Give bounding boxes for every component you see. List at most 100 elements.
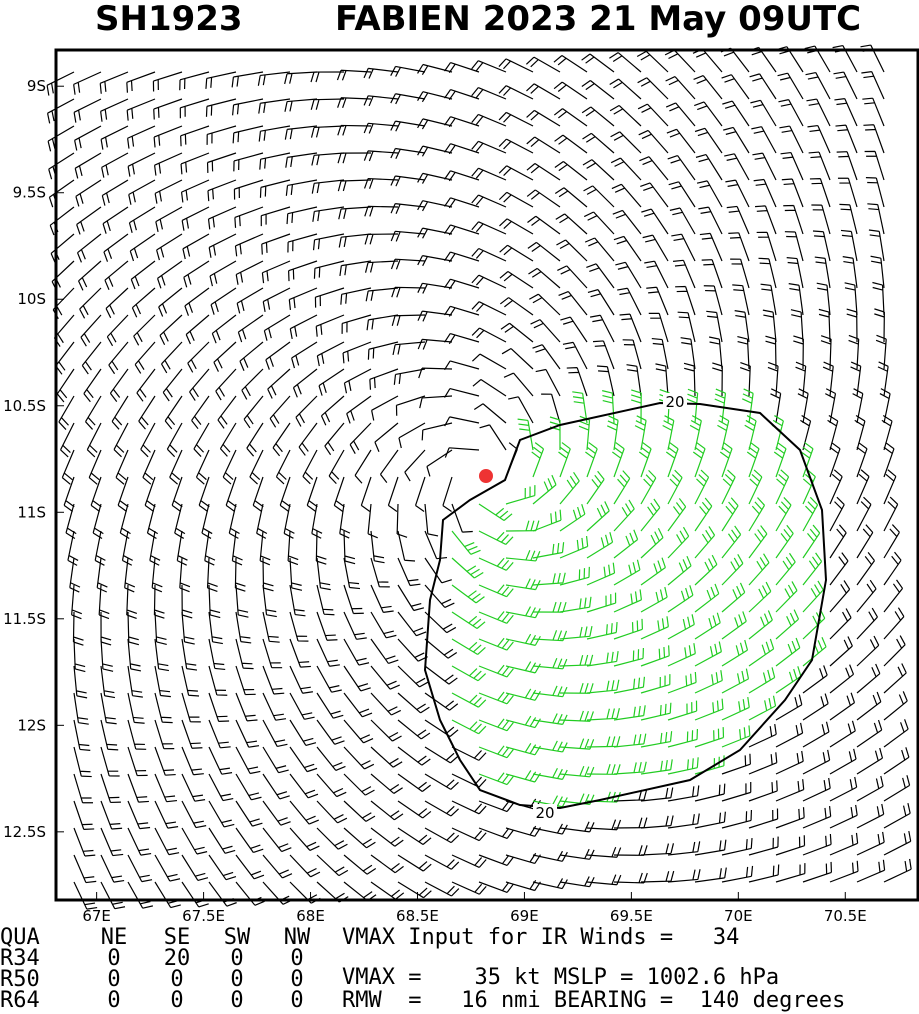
wind-barb [613,845,648,856]
wind-barb [640,759,673,775]
wind-barb [73,638,86,673]
wind-barb [662,415,675,451]
wind-barb [289,800,319,825]
wind-barb [74,125,102,151]
wind-barb [181,692,201,723]
wind-barb [343,368,372,394]
y-tick-label: 11S [17,503,46,521]
wind-barb [397,827,432,845]
wind-barb [559,566,590,586]
wind-barb [154,638,170,672]
wind-barb [667,585,694,613]
wind-barb [424,881,460,897]
wind-barb [235,692,258,722]
wind-barb [505,770,541,783]
wind-barb [316,746,346,771]
wind-barb [284,98,318,112]
wind-barb [721,497,739,532]
wind-barb [100,773,121,804]
wind-barb [811,204,831,235]
wind-barb [109,368,129,402]
wind-barb [153,152,183,176]
wind-barb [584,237,615,262]
wind-barb [694,583,720,613]
wind-barb [225,476,237,512]
wind-barb [856,803,885,829]
wind-barb [856,469,870,505]
wind-barb [275,449,291,485]
wind-barb [262,692,287,721]
wind-barb [370,557,390,588]
wind-barb [694,554,718,586]
wind-barb [46,98,75,124]
wind-barb [856,579,877,613]
wind-barb [775,524,794,559]
wind-barb [883,579,904,613]
wind-barb [146,503,159,539]
wind-barb [339,260,372,277]
wind-barb [111,395,129,430]
wind-barb [829,860,859,883]
wind-barb [553,55,588,73]
wind-barb [586,679,620,694]
wind-barb [586,736,621,748]
wind-barb [752,152,777,181]
wind-barb [208,719,231,749]
wind-barb [865,177,885,208]
wind-barb [788,283,804,316]
wind-barb [204,530,216,566]
wind-barb [554,160,588,181]
wind-barb [316,854,349,877]
wind-barb [802,608,826,640]
wind-barb [217,395,237,429]
wind-barb [313,260,345,279]
wind-barb [825,388,837,424]
wind-barb [205,71,237,89]
wind-barb [602,390,615,424]
wind-barb [390,65,426,77]
wind-barb [596,365,615,397]
wind-barb [478,637,514,651]
wind-barb [179,557,191,593]
wind-barb [732,284,750,316]
wind-barb [613,499,635,532]
wind-barb [640,557,666,586]
wind-barb [827,415,839,451]
wind-barb [397,638,428,662]
wind-barb [133,314,156,346]
wind-barb [397,773,431,793]
wind-barb [802,721,830,748]
wind-barb [208,773,234,802]
wind-barb [723,126,750,154]
wind-barb [131,287,156,318]
wind-barb [256,503,268,539]
wind-barb [73,746,92,778]
wind-barb [748,581,772,613]
wind-barb [208,881,237,907]
wind-barb [751,126,777,154]
wind-barb [154,746,176,776]
wind-barb [773,442,787,478]
wind-barb [363,95,399,107]
wind-barb [636,50,669,73]
wind-barb [206,125,237,145]
wind-barb [397,692,430,714]
wind-barb [829,720,856,748]
wind-barb [451,584,485,604]
wind-barb [285,179,318,196]
wind-barb [829,832,859,856]
wind-barb [237,314,264,343]
wind-barb [478,718,514,732]
wind-barb [583,211,615,235]
wind-barb [471,167,507,181]
wind-barb [239,341,264,372]
wind-barb [444,278,480,290]
wind-barb [802,469,816,505]
wind-barb [870,255,885,289]
wind-barb [640,469,657,505]
wind-barb [586,263,615,289]
wind-barb [667,498,687,532]
wind-barb [184,287,210,316]
wind-barb [640,616,669,640]
wind-barb [883,858,912,883]
